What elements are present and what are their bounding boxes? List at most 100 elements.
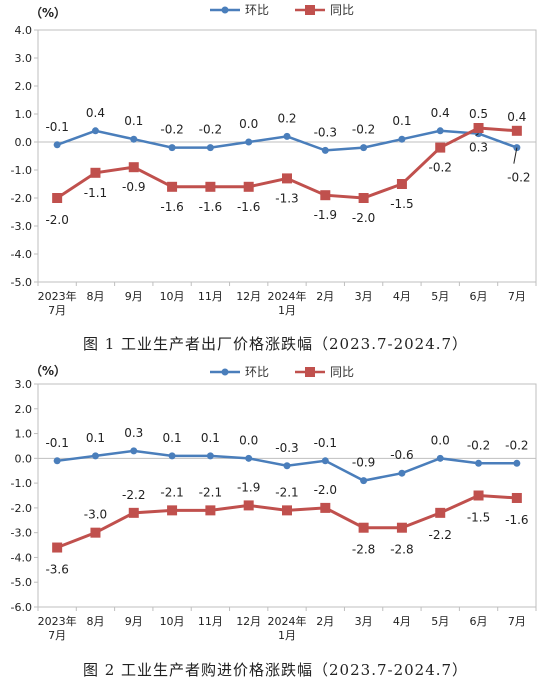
y-tick-label-5: -2.0	[11, 502, 32, 515]
data-label-1-3: -1.6	[160, 200, 183, 214]
leader-line-1	[475, 133, 479, 137]
data-label-1-12: -1.6	[505, 513, 528, 527]
point-1-5	[243, 500, 254, 511]
point-1-2	[128, 162, 139, 173]
data-label-1-10: -2.2	[429, 528, 452, 542]
x-tick-label-12: 7月	[508, 290, 526, 303]
point-0-8	[360, 477, 368, 485]
point-1-10	[435, 142, 446, 153]
x-tick-label-8: 3月	[355, 615, 373, 628]
y-tick-label-7: -4.0	[11, 551, 32, 564]
y-tick-label-6: -2.0	[11, 192, 32, 205]
x-tick-label-4: 11月	[198, 290, 223, 303]
legend-label-1: 同比	[330, 3, 354, 17]
y-tick-label-9: -5.0	[11, 276, 32, 289]
x-tick-label-6: 2024年 1月	[268, 289, 307, 317]
chart-2-caption: 图 2 工业生产者购进价格涨跌幅（2023.7-2024.7）	[82, 661, 469, 679]
x-tick-label-3: 10月	[160, 615, 185, 628]
point-1-11	[473, 123, 484, 133]
point-0-9	[398, 135, 406, 143]
unit-label: （%）	[30, 5, 66, 20]
point-1-3	[167, 181, 178, 192]
y-tick-label-5: -1.0	[11, 164, 32, 177]
data-label-1-1: -1.1	[84, 186, 107, 200]
chart-1-svg: （%） 环比 同比 4.0 3.0 2.0 1.0 0.0 -1.0 -2.0 -3.0 -4.0 -5…	[11, 3, 537, 317]
data-label-1-8: -2.0	[352, 211, 375, 225]
data-label-1-7: -1.9	[314, 208, 337, 222]
data-label-1-9: -2.8	[390, 543, 413, 557]
point-1-1	[90, 167, 101, 178]
data-label-1-8: -2.8	[352, 543, 375, 557]
point-0-7	[321, 457, 329, 465]
data-label-0-12: -0.2	[507, 171, 530, 185]
data-label-0-8: -0.2	[352, 123, 375, 137]
data-label-0-6: 0.2	[277, 111, 296, 125]
x-tick-label-5: 12月	[236, 290, 261, 303]
x-tick-label-11: 6月	[470, 615, 488, 628]
point-0-4	[206, 144, 214, 152]
data-label-1-7: -2.0	[314, 483, 337, 497]
point-1-0	[52, 542, 63, 553]
point-0-6	[283, 462, 291, 470]
point-1-4	[205, 505, 216, 516]
data-label-0-11: 0.3	[469, 141, 488, 155]
data-label-1-2: -0.9	[122, 180, 145, 194]
data-label-1-6: -2.1	[275, 485, 298, 499]
data-label-1-5: -1.6	[237, 200, 260, 214]
y-tick-label-8: -4.0	[11, 248, 32, 261]
point-1-5	[243, 181, 254, 192]
x-tick-label-0: 2023年 7月	[38, 614, 77, 642]
legend-marker-1	[305, 5, 315, 15]
data-label-1-4: -2.1	[199, 485, 222, 499]
plot-frame	[37, 383, 537, 608]
data-label-0-5: 0.0	[239, 433, 258, 447]
data-label-1-3: -2.1	[160, 485, 183, 499]
data-label-0-1: 0.1	[86, 431, 105, 445]
point-1-6	[282, 505, 292, 516]
data-label-1-9: -1.5	[390, 197, 413, 211]
data-label-1-0: -3.6	[45, 563, 68, 577]
point-1-8	[358, 193, 369, 203]
point-1-1	[90, 527, 101, 538]
y-tick-label-7: -3.0	[11, 220, 32, 233]
x-tick-label-10: 5月	[431, 615, 449, 628]
legend-marker-0	[221, 368, 229, 376]
data-label-0-3: -0.2	[160, 123, 183, 137]
point-0-9	[398, 469, 406, 477]
data-label-0-1: 0.4	[86, 106, 105, 120]
y-tick-label-3: 1.0	[15, 108, 33, 121]
point-0-1	[91, 452, 99, 460]
data-label-0-2: 0.1	[124, 114, 143, 128]
point-1-7	[320, 502, 331, 513]
y-tick-label-8: -5.0	[11, 576, 32, 589]
data-label-0-4: 0.1	[201, 431, 220, 445]
data-label-0-7: -0.1	[314, 436, 337, 450]
chart-1-caption: 图 1 工业生产者出厂价格涨跌幅（2023.7-2024.7）	[82, 335, 469, 353]
x-tick-label-2: 9月	[125, 615, 143, 628]
x-tick-label-3: 10月	[160, 290, 185, 303]
point-1-9	[396, 179, 407, 189]
data-label-1-4: -1.6	[199, 200, 222, 214]
x-tick-label-11: 6月	[470, 290, 488, 303]
data-label-0-6: -0.3	[275, 441, 298, 455]
y-tick-label-2: 2.0	[15, 80, 33, 93]
point-1-9	[396, 522, 407, 533]
x-tick-label-4: 11月	[198, 615, 223, 628]
data-label-1-10: -0.2	[429, 161, 452, 175]
point-1-12	[511, 125, 522, 136]
y-tick-label-2: 1.0	[15, 428, 33, 441]
point-0-3	[168, 144, 176, 152]
point-1-3	[167, 505, 178, 516]
point-0-5	[245, 454, 253, 462]
data-label-0-7: -0.3	[314, 125, 337, 139]
x-tick-label-5: 12月	[236, 615, 261, 628]
point-0-12	[513, 459, 521, 467]
data-label-0-10: 0.4	[431, 106, 450, 120]
data-label-1-11: 0.5	[469, 107, 488, 121]
point-1-7	[320, 190, 331, 201]
point-0-7	[321, 146, 329, 154]
point-0-1	[91, 127, 99, 135]
data-label-0-5: 0.0	[239, 117, 258, 131]
plot-frame	[37, 29, 537, 283]
x-tick-label-12: 7月	[508, 615, 526, 628]
